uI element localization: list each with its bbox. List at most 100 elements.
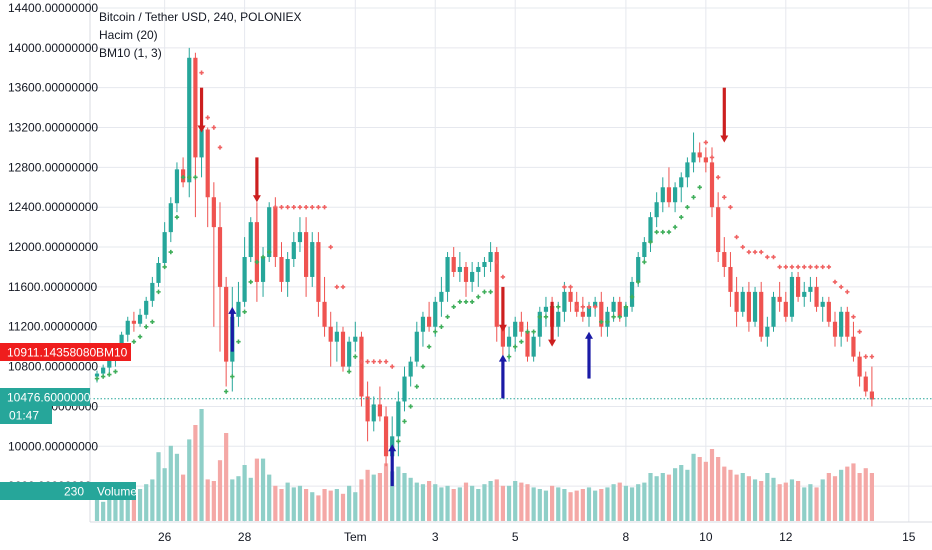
bm10-up-marker (94, 376, 100, 381)
volume-bar (131, 492, 136, 521)
candle-body (402, 376, 407, 402)
bm10-badge-value: 10911.14358080 (7, 346, 97, 360)
price-tick-label: 12400.00000000 (8, 200, 98, 214)
signal-down-arrow-head (252, 195, 261, 203)
volume-indicator-label[interactable]: Hacim (20) (99, 28, 158, 42)
signal-down-arrow-head (498, 324, 507, 332)
bm10-down-marker (371, 359, 376, 364)
volume-bar (94, 492, 100, 521)
bm10-down-marker (316, 205, 321, 210)
last-price-badge: 10476.60000008 01:47 (0, 388, 97, 424)
volume-bar (857, 473, 862, 521)
volume-bar (488, 481, 493, 521)
candle-body (205, 129, 210, 198)
volume-bar (802, 487, 807, 521)
price-tick-label: 14000.00000000 (8, 41, 98, 55)
volume-bar (273, 485, 278, 521)
volume-bar (660, 473, 665, 521)
candle-body (789, 276, 795, 317)
price-tick-label: 13600.00000000 (8, 81, 98, 95)
candle-body (316, 242, 321, 302)
candle-body (568, 291, 573, 302)
bm10-up-marker (162, 264, 167, 270)
candle-body (322, 301, 327, 327)
volume-bar (457, 487, 462, 521)
volume-bar (482, 484, 487, 521)
candle-body (500, 326, 505, 347)
candle-body (802, 291, 807, 297)
volume-bar (869, 473, 874, 521)
volume-bar (420, 484, 426, 521)
symbol-title[interactable]: Bitcoin / Tether USD, 240, POLONIEX (99, 10, 302, 24)
time-tick-label: 15 (902, 530, 916, 544)
candle-body (457, 266, 462, 272)
bm10-down-marker (297, 205, 303, 210)
candle-body (482, 261, 487, 267)
candle-body (777, 296, 782, 302)
volume-bar (476, 489, 481, 521)
bm10-down-marker (334, 284, 340, 290)
bm10-down-marker (777, 264, 782, 270)
bm10-up-marker (346, 369, 352, 374)
candle-body (728, 266, 733, 292)
bm10-down-marker (580, 304, 586, 310)
candle-body (328, 326, 333, 342)
volume-bar (636, 484, 641, 521)
bm10-up-marker (414, 384, 419, 389)
candle-body (654, 202, 659, 218)
grid-lines (90, 0, 932, 522)
volume-bar (537, 489, 542, 521)
volume-bar (174, 453, 180, 521)
bm10-up-marker (187, 175, 192, 180)
bm10-badge: 10911.14358080 BM10 (0, 343, 131, 361)
bm10-down-marker (310, 205, 315, 210)
candle-body (537, 311, 542, 337)
volume-bar (408, 477, 413, 521)
candle-body (660, 187, 665, 203)
bm10-down-marker (592, 304, 598, 310)
bm10-up-marker (144, 324, 149, 329)
bm10-down-marker (746, 249, 752, 255)
candle-body (199, 129, 204, 158)
volume-bar (691, 453, 696, 521)
bm10-up-marker (248, 279, 253, 285)
bm10-indicator-label[interactable]: BM10 (1, 3) (99, 46, 162, 60)
volume-bar (365, 469, 370, 521)
candle-body (279, 257, 284, 282)
bm10-down-marker (838, 284, 844, 290)
candle-body (666, 187, 672, 203)
candle-body (494, 252, 499, 327)
candle-body (101, 367, 106, 374)
bm10-up-marker (156, 289, 161, 295)
candle-body (414, 331, 419, 362)
candle-body (863, 376, 868, 392)
candle-body (488, 252, 493, 262)
candle-body (845, 311, 850, 337)
volume-bar (340, 493, 346, 521)
bm10-up-markers (94, 175, 702, 444)
bm10-up-marker (439, 324, 444, 329)
volume-bar (297, 485, 303, 521)
volume-bar (181, 474, 186, 521)
volume-bar (137, 489, 143, 521)
time-axis[interactable]: 26 28 Tem 3 5 8 10 12 15 (158, 530, 916, 544)
bm10-up-marker (113, 369, 118, 374)
candle-body (420, 316, 426, 332)
volume-bar (285, 482, 290, 521)
volume-bar (267, 474, 272, 521)
volume-bar (789, 479, 795, 521)
volume-bar (863, 468, 868, 521)
candle-body (285, 259, 290, 282)
bm10-down-marker (728, 205, 733, 210)
candle-body (796, 276, 801, 297)
bm10-up-marker (469, 299, 475, 305)
candle-body (396, 401, 401, 437)
candle-body (144, 300, 149, 315)
candle-body (383, 416, 389, 457)
bm10-up-marker (433, 329, 438, 334)
candle-body (150, 282, 155, 301)
candle-body (162, 232, 167, 263)
candle-body (519, 321, 524, 332)
candle-body (697, 152, 702, 158)
